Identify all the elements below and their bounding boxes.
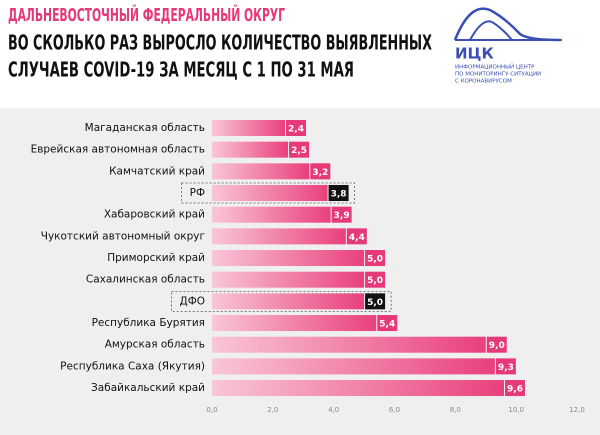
logo-line: С КОРОНАВИРУСОМ <box>455 79 512 85</box>
x-tick-label: 12,0 <box>569 406 585 414</box>
category-label: Республика Бурятия <box>92 317 205 329</box>
bar <box>212 293 365 310</box>
value-label-box <box>331 206 352 223</box>
value-label-box <box>365 271 386 288</box>
x-tick-label: 6,0 <box>389 406 400 414</box>
value-label-box <box>289 141 310 158</box>
bar <box>212 120 285 136</box>
value-label: 3,9 <box>334 211 350 221</box>
value-label-box <box>286 120 306 136</box>
value-label: 5,0 <box>367 298 383 308</box>
bar <box>212 206 331 223</box>
value-label: 2,4 <box>288 125 304 135</box>
value-label: 9,6 <box>507 385 523 395</box>
value-label: 5,0 <box>367 276 383 286</box>
value-label-box <box>328 185 349 202</box>
value-label-box <box>495 358 516 375</box>
logo-line: ИНФОРМАЦИОННЫЙ ЦЕНТР <box>455 64 535 71</box>
logo-mark <box>469 20 513 41</box>
category-label: РФ <box>190 187 205 199</box>
value-label-box <box>365 293 386 310</box>
logo-line: ПО МОНИТОРИНГУ СИТУАЦИИ <box>455 72 541 78</box>
logo: ИЦК ИНФОРМАЦИОННЫЙ ЦЕНТР ПО МОНИТОРИНГУ … <box>453 7 562 85</box>
chart-subtitle: СЛУЧАЕВ COVID-19 ЗА МЕСЯЦ С 1 ПО 31 МАЯ <box>8 58 354 82</box>
category-label: Чукотский автономный округ <box>41 230 205 242</box>
value-label: 9,0 <box>489 341 505 351</box>
bar <box>212 358 495 375</box>
x-tick-label: 10,0 <box>508 406 524 414</box>
x-tick-label: 4,0 <box>328 406 339 414</box>
bar <box>212 228 346 245</box>
category-label: Сахалинская область <box>86 274 205 286</box>
highlight-box <box>171 290 392 312</box>
value-label: 4,4 <box>349 233 365 243</box>
value-label: 3,2 <box>312 168 328 178</box>
x-tick-label: 0,0 <box>206 406 217 414</box>
category-label: Республика Саха (Якутия) <box>60 360 205 372</box>
category-label: Приморский край <box>107 252 205 264</box>
value-label-box <box>310 163 331 180</box>
logo-mark <box>453 7 561 42</box>
category-label: Камчатский край <box>109 165 205 177</box>
bar <box>212 380 504 397</box>
category-label: Хабаровский край <box>104 209 205 221</box>
value-label: 2,5 <box>291 146 307 156</box>
bar <box>212 185 328 202</box>
value-label: 9,3 <box>498 363 514 373</box>
bar <box>212 163 310 180</box>
x-tick-label: 8,0 <box>450 406 461 414</box>
chart-title: ДАЛЬНЕВОСТОЧНЫЙ ФЕДЕРАЛЬНЫЙ ОКРУГ <box>8 4 285 26</box>
category-label: Забайкальский край <box>91 382 205 394</box>
value-label: 5,4 <box>379 320 395 330</box>
category-label: Магаданская область <box>85 122 205 134</box>
value-label: 3,8 <box>331 190 347 200</box>
bar <box>212 271 365 288</box>
value-label-box <box>486 336 507 353</box>
value-label-box <box>346 228 367 245</box>
category-label: Амурская область <box>105 339 205 351</box>
category-label: ДФО <box>179 295 205 307</box>
value-label-box <box>505 380 525 397</box>
value-label: 5,0 <box>367 255 383 265</box>
category-label: Еврейская автономная область <box>31 144 205 156</box>
x-tick-label: 2,0 <box>267 406 278 414</box>
chart-subtitle: ВО СКОЛЬКО РАЗ ВЫРОСЛО КОЛИЧЕСТВО ВЫЯВЛЕ… <box>8 31 432 55</box>
bar <box>212 336 486 353</box>
bar <box>212 141 289 158</box>
logo-name: ИЦК <box>455 45 494 63</box>
value-label-box <box>365 250 386 267</box>
bar <box>212 315 377 332</box>
bar <box>212 250 365 267</box>
value-label-box <box>377 315 398 332</box>
